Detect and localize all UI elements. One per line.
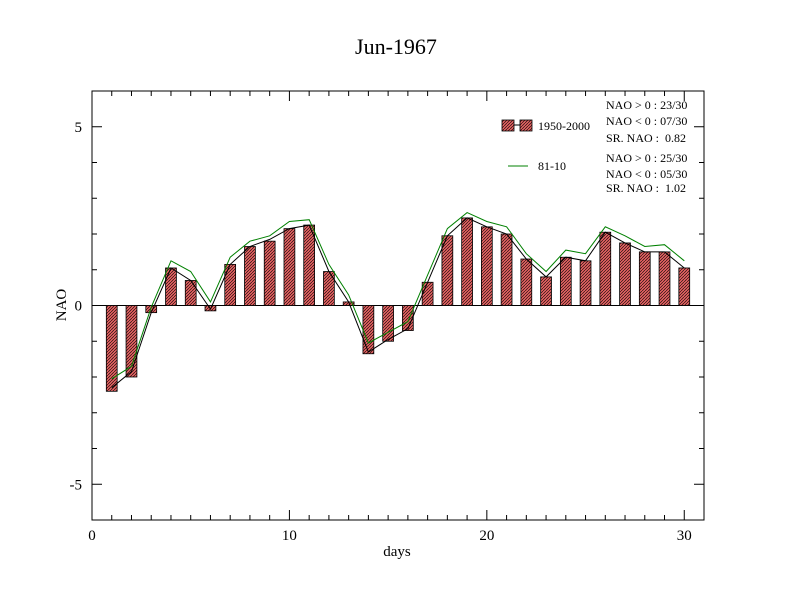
bar-day-22 [520,258,533,306]
plot-area [92,212,704,392]
x-tick-label-20: 20 [479,528,494,544]
stat-sr-nao-8110: SR. NAO : 1.02 [606,181,686,195]
x-tick-label-0: 0 [88,528,96,544]
bar-day-18 [441,235,454,306]
y-axis-label: NAO [54,289,70,322]
x-tick-label-10: 10 [282,528,297,544]
bar-day-19 [461,217,473,306]
chart-title: Jun-1967 [355,34,437,59]
bar-day-4 [165,267,177,306]
bar-day-25 [579,260,592,306]
stat-sr-nao-1950: SR. NAO : 0.82 [606,131,686,145]
stat-nao-pos-8110: NAO > 0 : 25/30 [606,151,687,165]
stat-nao-neg-8110: NAO < 0 : 05/30 [606,167,687,181]
bar-day-28 [638,251,651,306]
bar-day-9 [263,240,276,306]
bar-day-27 [619,242,631,306]
legend: 1950-2000 81-10 NAO > 0 : 23/30 NAO < 0 … [501,98,687,195]
bar-day-11 [303,224,315,306]
stat-nao-pos-1950: NAO > 0 : 23/30 [606,98,687,112]
bar-day-20 [481,226,493,306]
bar-day-7 [224,263,237,306]
legend-bar-swatch-left [501,119,515,132]
bar-day-1 [105,305,118,392]
legend-label-1950-2000: 1950-2000 [538,119,590,133]
y-tick-label-0: 0 [75,299,83,315]
bar-day-15 [382,305,394,342]
y-tick-label-5: 5 [75,120,83,136]
x-tick-label-30: 30 [677,528,692,544]
line-black-series [111,217,685,389]
stat-nao-neg-1950: NAO < 0 : 07/30 [606,114,687,128]
bar-day-30 [678,267,691,306]
bar-day-2 [125,305,138,378]
bar-day-5 [184,280,197,306]
legend-label-81-10: 81-10 [538,159,566,173]
bar-day-26 [599,231,612,306]
bar-day-23 [540,276,552,306]
y-tick-label--5: -5 [70,477,83,493]
line-81-10-series [111,212,685,380]
bar-day-10 [283,228,296,306]
bar-day-24 [559,256,572,306]
bar-day-14 [362,305,375,355]
bar-day-8 [244,246,256,306]
bar-day-29 [658,251,671,306]
bar-day-16 [402,305,414,331]
axes: 0 10 20 30 -5 0 5 [70,91,705,544]
bar-day-21 [500,233,513,306]
legend-bar-swatch-right [519,119,533,132]
x-axis-label: days [383,544,411,560]
bar-day-17 [421,281,434,306]
